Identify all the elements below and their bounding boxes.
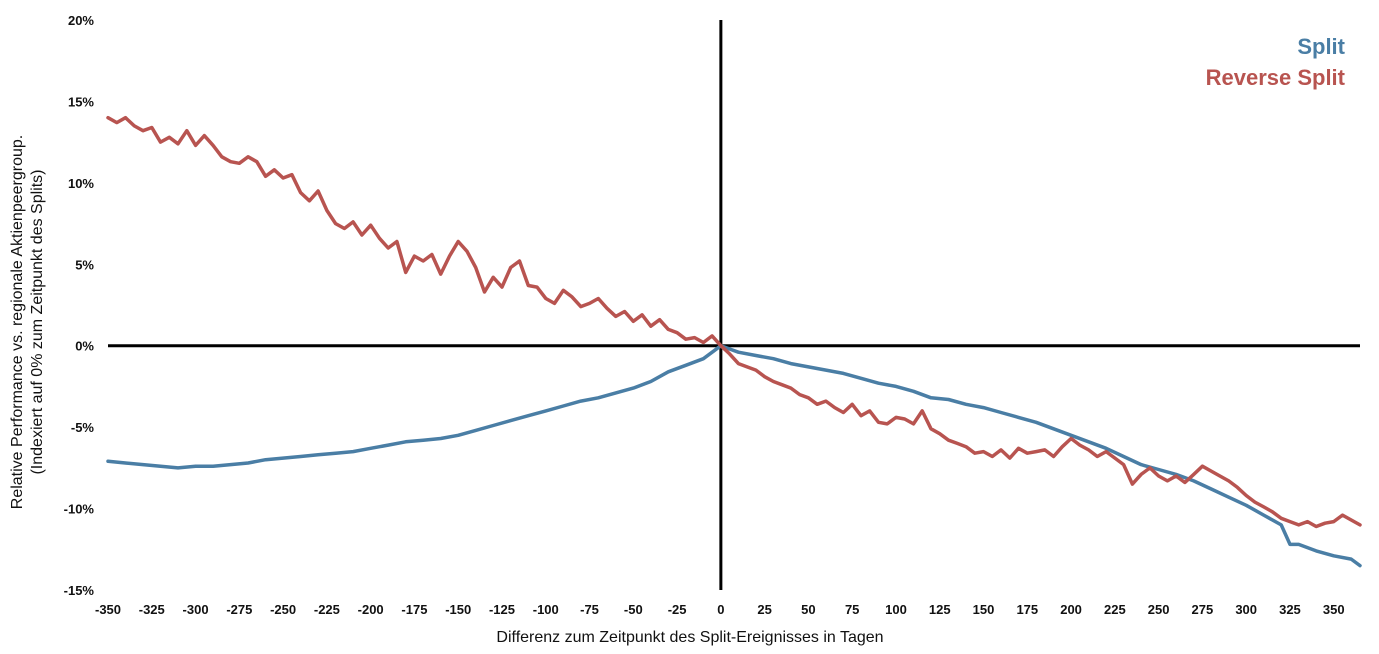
x-tick-label: 325 [1279, 602, 1301, 617]
legend: Split Reverse Split [1206, 34, 1346, 90]
x-tick-label: 275 [1192, 602, 1214, 617]
x-tick-label: -25 [668, 602, 687, 617]
y-axis-title-line-1: Relative Performance vs. regionale Aktie… [9, 135, 26, 509]
x-tick-label: -175 [401, 602, 427, 617]
y-tick-labels: 20% 15% 10% 5% 0% -5% -10% -15% [64, 13, 95, 598]
legend-entry-split: Split [1297, 34, 1345, 59]
x-tick-label: 0 [717, 602, 724, 617]
y-axis-title-line-2: (Indexiert auf 0% zum Zeitpunkt des Spli… [29, 169, 46, 474]
y-axis-title: Relative Performance vs. regionale Aktie… [9, 135, 46, 509]
x-axis-title: Differenz zum Zeitpunkt des Split-Ereign… [496, 629, 883, 646]
x-tick-label: 75 [845, 602, 859, 617]
y-tick-label: 5% [75, 257, 94, 272]
x-tick-label: 125 [929, 602, 951, 617]
x-tick-label: 25 [757, 602, 771, 617]
x-tick-label: 100 [885, 602, 907, 617]
legend-entry-reverse-split: Reverse Split [1206, 65, 1346, 90]
x-tick-label: -125 [489, 602, 515, 617]
x-tick-label: -325 [139, 602, 165, 617]
series-line-split [106, 343, 1362, 568]
series-line-reverse-split [106, 115, 1362, 529]
y-tick-label: -5% [71, 420, 95, 435]
x-tick-labels: -350 -325 -300 -275 -250 -225 -200 -175 -150 -125… [95, 602, 1345, 617]
y-tick-label: 20% [68, 13, 94, 28]
y-tick-label: -15% [64, 583, 95, 598]
axes [108, 20, 1360, 590]
x-tick-label: -300 [183, 602, 209, 617]
x-tick-label: 250 [1148, 602, 1170, 617]
x-tick-label: 350 [1323, 602, 1345, 617]
x-tick-label: -75 [580, 602, 599, 617]
x-tick-label: -200 [358, 602, 384, 617]
x-tick-label: 200 [1060, 602, 1082, 617]
x-tick-label: 175 [1016, 602, 1038, 617]
x-tick-label: -150 [445, 602, 471, 617]
x-tick-label: 150 [973, 602, 995, 617]
x-tick-label: -225 [314, 602, 340, 617]
y-tick-label: 0% [75, 339, 94, 354]
x-tick-label: -350 [95, 602, 121, 617]
y-tick-label: 15% [68, 94, 94, 109]
x-tick-label: 225 [1104, 602, 1126, 617]
y-tick-label: -10% [64, 502, 95, 517]
x-tick-label: 50 [801, 602, 815, 617]
series-lines [106, 115, 1362, 568]
x-tick-label: -275 [226, 602, 252, 617]
x-tick-label: 300 [1235, 602, 1257, 617]
x-tick-label: -50 [624, 602, 643, 617]
x-tick-label: -100 [533, 602, 559, 617]
y-tick-label: 10% [68, 176, 94, 191]
x-tick-label: -250 [270, 602, 296, 617]
